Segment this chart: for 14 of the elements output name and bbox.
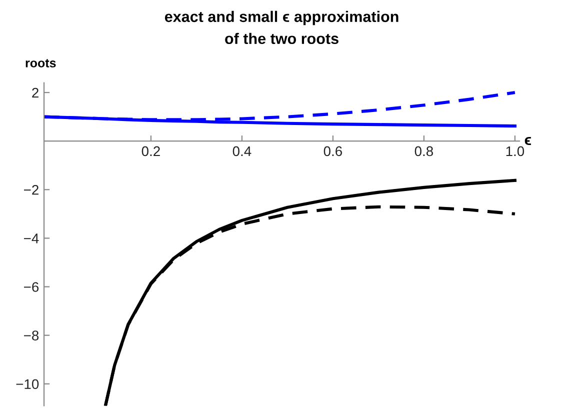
- y-tick-label: −4: [24, 234, 39, 244]
- x-tick-label: 0.4: [232, 146, 252, 156]
- x-tick-label: 0.8: [414, 146, 433, 156]
- y-tick-label: −6: [24, 282, 39, 292]
- x-tick-label: 0.6: [324, 146, 342, 156]
- y-tick-label: −8: [24, 330, 39, 340]
- chart-title: exact and small ϵ approximation of the two roots: [164, 10, 398, 44]
- x-axis-title: ϵ: [524, 136, 531, 146]
- y-tick-label: 2: [32, 88, 38, 98]
- x-tick-label: 1.0: [506, 146, 524, 156]
- y-tick-label: −2: [24, 184, 38, 195]
- x-tick-label: 0.2: [142, 146, 160, 156]
- y-tick-label: −10: [16, 379, 39, 390]
- y-axis-title: roots: [26, 59, 56, 68]
